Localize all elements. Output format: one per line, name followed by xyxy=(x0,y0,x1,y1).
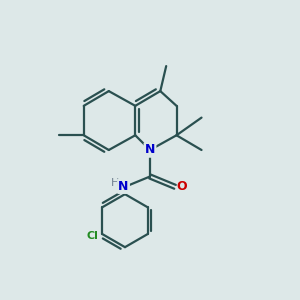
Text: N: N xyxy=(118,180,129,193)
Text: H: H xyxy=(110,178,119,188)
Text: Cl: Cl xyxy=(87,231,98,241)
Text: O: O xyxy=(176,180,187,193)
Text: N: N xyxy=(145,143,155,157)
